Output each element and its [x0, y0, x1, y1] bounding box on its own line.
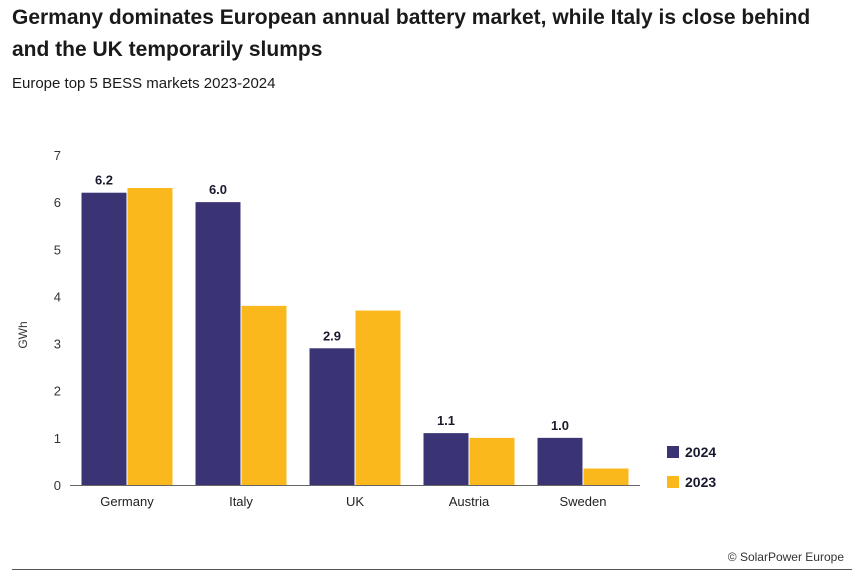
footer-divider	[12, 569, 852, 570]
data-label-austria: 1.1	[437, 413, 455, 428]
y-tick-label: 6	[54, 195, 61, 210]
bar-2023-germany	[127, 188, 173, 485]
x-axis-ticks: Germany Italy UK Austria Sweden	[100, 494, 606, 509]
y-axis-label: GWh	[16, 321, 30, 348]
bar-2024-austria	[423, 433, 469, 485]
x-tick-label: Austria	[449, 494, 490, 509]
legend-label-2024: 2024	[685, 444, 716, 460]
data-label-germany: 6.2	[95, 173, 113, 188]
bars	[81, 188, 629, 485]
data-label-sweden: 1.0	[551, 418, 569, 433]
source-credit: © SolarPower Europe	[727, 550, 844, 564]
y-tick-label: 5	[54, 242, 61, 257]
bar-2024-italy	[195, 202, 241, 485]
x-tick-label: Germany	[100, 494, 154, 509]
y-tick-label: 0	[54, 478, 61, 493]
data-label-italy: 6.0	[209, 182, 227, 197]
x-tick-label: UK	[346, 494, 364, 509]
chart-subtitle: Europe top 5 BESS markets 2023-2024	[12, 75, 276, 92]
data-label-uk: 2.9	[323, 328, 341, 343]
y-tick-label: 1	[54, 431, 61, 446]
y-tick-label: 7	[54, 148, 61, 163]
bar-2024-germany	[81, 192, 127, 485]
bar-2023-sweden	[583, 468, 629, 485]
y-tick-label: 4	[54, 289, 61, 304]
bar-2024-uk	[309, 348, 355, 485]
chart-title: Germany dominates European annual batter…	[12, 6, 811, 61]
legend-label-2023: 2023	[685, 474, 716, 490]
legend-swatch-2023	[667, 476, 679, 488]
x-tick-label: Italy	[229, 494, 253, 509]
y-tick-label: 3	[54, 337, 61, 352]
legend-swatch-2024	[667, 446, 679, 458]
x-tick-label: Sweden	[560, 494, 607, 509]
data-labels: 6.2 6.0 2.9 1.1 1.0	[95, 173, 569, 433]
legend: 2024 2023	[667, 444, 716, 490]
y-tick-label: 2	[54, 384, 61, 399]
bar-2024-sweden	[537, 437, 583, 485]
bar-2023-uk	[355, 310, 401, 485]
bar-2023-italy	[241, 305, 287, 485]
y-axis-ticks: 0 1 2 3 4 5 6 7	[54, 148, 61, 493]
bar-2023-austria	[469, 437, 515, 485]
